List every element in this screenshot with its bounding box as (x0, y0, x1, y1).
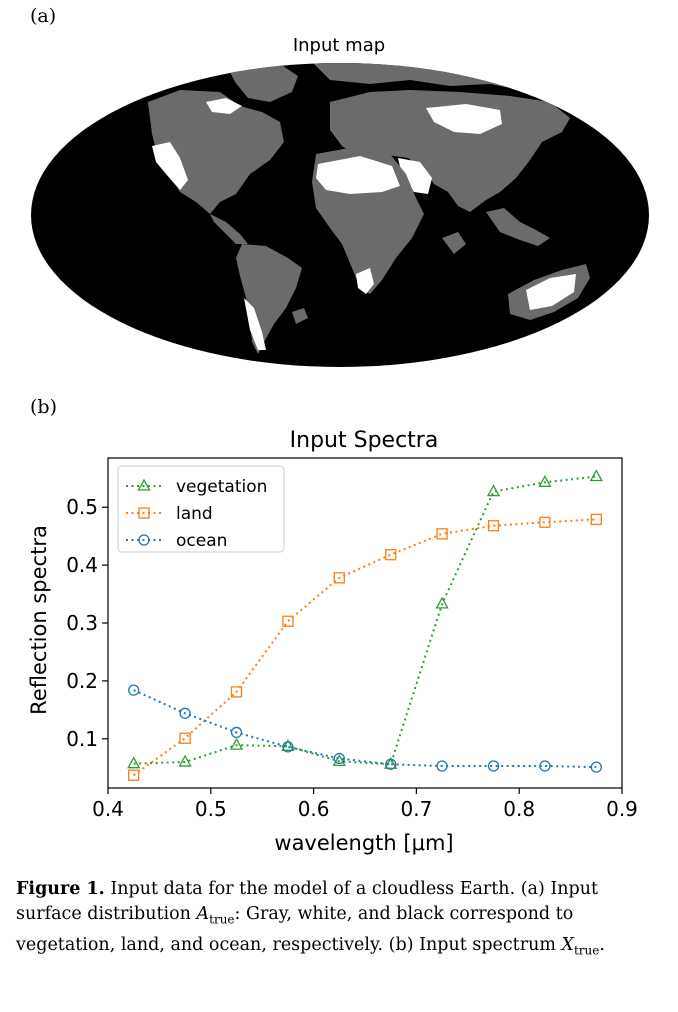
point-vegetation (435, 596, 449, 609)
y-tick-label: 0.4 (66, 553, 98, 577)
legend-marker-vegetation (137, 478, 151, 491)
x-tick-label: 0.9 (606, 797, 638, 821)
series-line-vegetation (133, 475, 597, 766)
panel-b-label: (b) (30, 396, 57, 418)
point-land (230, 686, 243, 698)
point-ocean (282, 741, 294, 753)
point-land (487, 520, 500, 532)
point-ocean (128, 684, 140, 696)
caption-intro: Input data for the model of a cloudless … (16, 879, 599, 924)
land-north-america-arctic (206, 98, 242, 114)
point-ocean (590, 761, 602, 773)
series-line-land (133, 518, 597, 777)
point-vegetation (281, 738, 295, 751)
legend-label-vegetation: vegetation (176, 477, 267, 497)
land-middle-east (398, 158, 432, 194)
panel-a-label: (a) (30, 5, 57, 27)
point-ocean (436, 760, 448, 772)
point-vegetation (384, 756, 398, 769)
spectra-chart: Input Spectra 0.4 0.5 0.6 0.7 0.8 0.9 0.1 0.2 0.… (27, 428, 638, 855)
series-line-ocean (133, 689, 597, 769)
caption-a-sub: true (209, 912, 235, 927)
point-land (436, 528, 448, 540)
point-land (333, 572, 345, 584)
x-tick-label: 0.4 (92, 797, 124, 821)
point-vegetation (229, 737, 244, 750)
land-south-africa (356, 268, 374, 294)
point-land (539, 516, 551, 528)
point-ocean (539, 760, 551, 772)
land-sahara (316, 156, 400, 194)
input-map (31, 63, 649, 367)
land-north-america-west (152, 142, 188, 190)
point-ocean (179, 707, 191, 719)
point-vegetation (178, 754, 192, 767)
x-tick-label: 0.5 (195, 797, 227, 821)
point-vegetation (538, 474, 552, 487)
point-land (385, 549, 397, 561)
caption-a-symbol: A (196, 904, 210, 924)
caption-middle: : Gray, white, and black correspond to v… (16, 904, 574, 955)
point-ocean (333, 752, 345, 765)
point-land (128, 769, 140, 781)
point-land (179, 732, 191, 744)
point-vegetation (127, 756, 141, 769)
x-axis-label: wavelength [μm] (274, 831, 453, 855)
caption-x-sub: true (573, 943, 600, 957)
vegetation-southeast-asia (486, 208, 550, 246)
legend-box (117, 465, 285, 553)
vegetation-eurasia (330, 90, 570, 212)
legend-label-ocean: ocean (176, 531, 227, 551)
point-ocean (230, 726, 243, 739)
land-south-america (244, 298, 266, 350)
vegetation-greenland (226, 64, 298, 102)
point-vegetation (332, 754, 346, 767)
figure-caption: Figure 1. Input data for the model of a … (16, 877, 664, 963)
y-tick-label: 0.1 (66, 727, 98, 751)
legend-label-land: land (176, 504, 213, 524)
legend-marker-land (138, 507, 150, 519)
y-tick-label: 0.3 (66, 611, 98, 635)
vegetation-islands (292, 232, 466, 324)
point-vegetation (589, 469, 603, 482)
y-tick-label: 0.2 (66, 669, 98, 693)
point-land (282, 615, 294, 627)
caption-label: Figure 1. (16, 879, 105, 899)
legend-marker-ocean (138, 534, 150, 546)
caption-end: . (599, 934, 605, 955)
caption-x-symbol: X (561, 934, 574, 955)
point-vegetation (486, 484, 501, 497)
point-land (590, 513, 602, 526)
point-ocean (487, 760, 500, 772)
vegetation-central-america (210, 214, 248, 244)
x-tick-label: 0.7 (400, 797, 432, 821)
y-axis-label: Reflection spectra (27, 525, 51, 715)
point-ocean (385, 758, 397, 770)
x-tick-label: 0.6 (298, 797, 330, 821)
land-australia (526, 274, 576, 310)
land-asia-central (426, 104, 502, 134)
chart-title: Input Spectra (290, 428, 439, 453)
map-title: Input map (292, 35, 386, 56)
x-tick-label: 0.8 (503, 797, 535, 821)
y-tick-label: 0.5 (66, 495, 98, 519)
